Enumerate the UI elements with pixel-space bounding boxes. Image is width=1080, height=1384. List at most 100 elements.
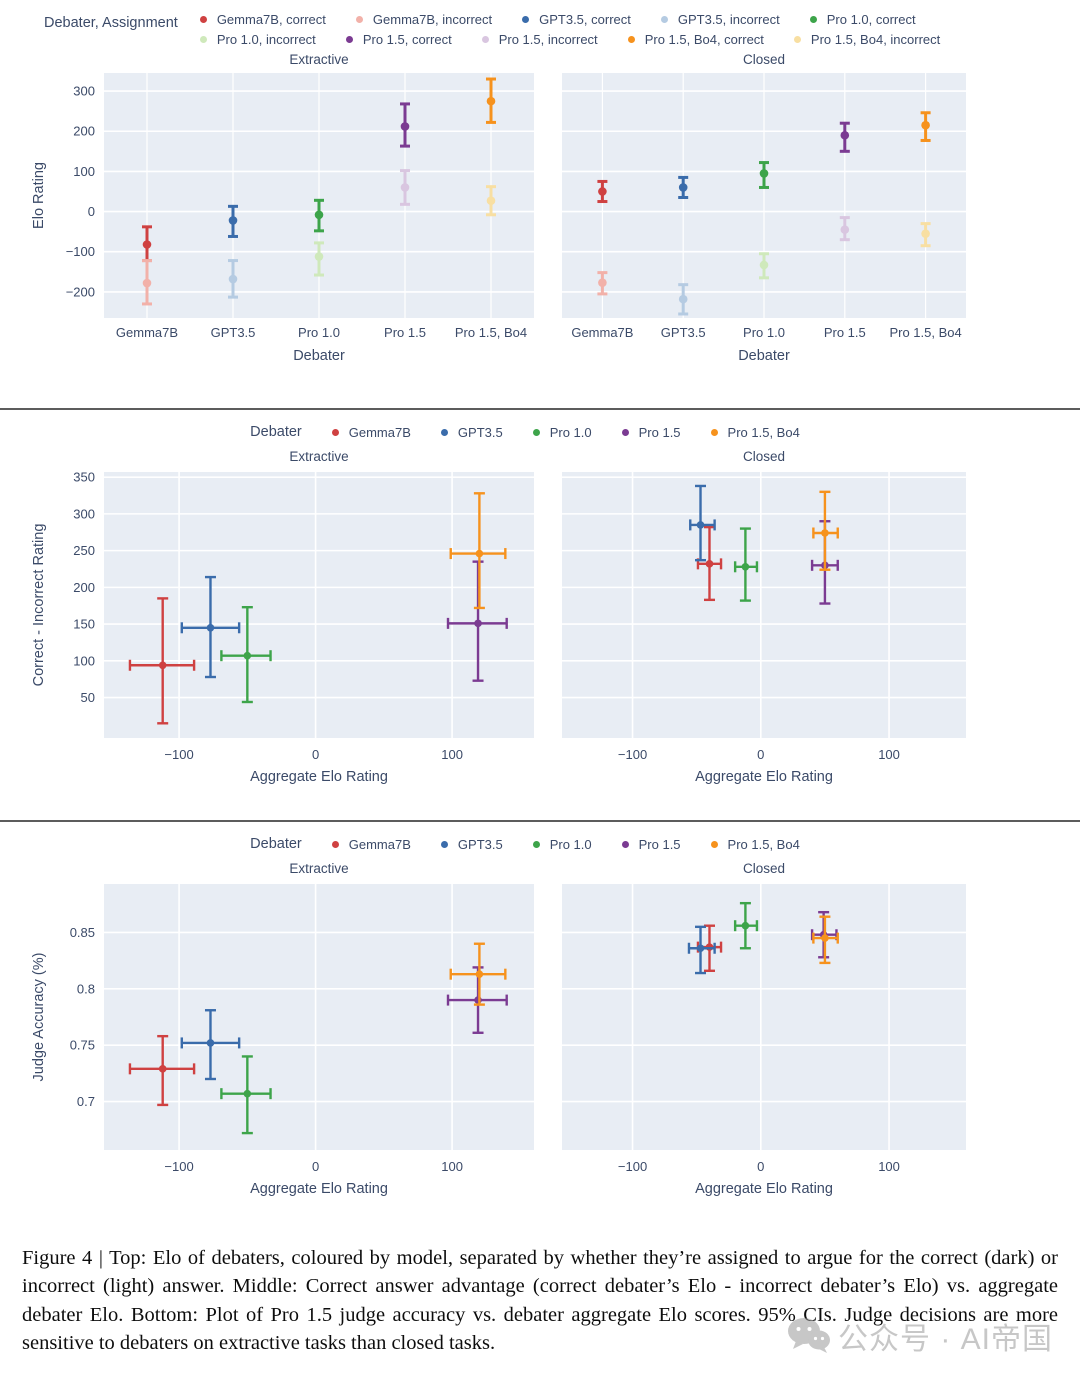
legend-marker-icon: [331, 428, 339, 436]
svg-text:0: 0: [757, 747, 764, 762]
legend-marker-icon: [440, 840, 448, 848]
legend-item: Gemma7B: [331, 424, 411, 440]
legend-marker-icon: [793, 36, 801, 43]
svg-text:Extractive: Extractive: [289, 449, 348, 464]
legend-item: GPT3.5: [440, 837, 503, 852]
legend-item-label: Pro 1.5: [638, 836, 681, 852]
svg-text:−100: −100: [618, 1159, 647, 1174]
legend-item-label: GPT3.5, incorrect: [677, 12, 780, 27]
legend-item: Pro 1.0: [532, 424, 592, 440]
svg-text:Closed: Closed: [743, 52, 785, 67]
svg-text:0.85: 0.85: [70, 925, 95, 940]
svg-text:−100: −100: [164, 747, 193, 762]
svg-text:Debater: Debater: [738, 348, 790, 363]
legend-marker-icon: [532, 840, 540, 848]
svg-text:0.7: 0.7: [77, 1094, 95, 1109]
legend-marker-icon: [355, 16, 363, 23]
legend-item-label: Gemma7B, incorrect: [372, 12, 493, 27]
legend-marker-icon: [199, 36, 207, 43]
svg-text:Correct - Incorrect Rating: Correct - Incorrect Rating: [31, 524, 47, 687]
legend-item: GPT3.5, correct: [522, 12, 631, 27]
legend-item: GPT3.5: [440, 424, 503, 440]
elo-closed-chart: Gemma7B GPT3.5 Pro 1.0 Pro 1.5 Pro 1.5, Bo4 C…: [562, 52, 966, 363]
svg-text:Aggregate Elo Rating: Aggregate Elo Rating: [250, 1181, 388, 1196]
svg-text:250: 250: [73, 543, 95, 558]
legend-item-label: Pro 1.0: [549, 424, 592, 440]
legend-top: Debater, Assignment Gemma7B, correct Gemm…: [0, 12, 1080, 47]
svg-text:0.75: 0.75: [70, 1038, 95, 1053]
legend-bottom: Debater Gemma7B GPT3.5 Pro 1.0 Pro 1.5 Pro 1…: [0, 836, 1080, 852]
correct-advantage-section: Debater Gemma7B GPT3.5 Pro 1.0 Pro 1.5 Pro 1…: [0, 410, 1080, 820]
svg-text:100: 100: [73, 653, 95, 668]
svg-text:Judge Accuracy (%): Judge Accuracy (%): [31, 953, 47, 1082]
legend-item: Pro 1.5, Bo4: [710, 837, 800, 852]
legend-item-label: Gemma7B, correct: [216, 12, 326, 27]
legend-marker-icon: [440, 428, 448, 436]
svg-text:100: 100: [878, 1159, 900, 1174]
svg-text:Pro 1.0: Pro 1.0: [743, 325, 785, 340]
legend-item-label: GPT3.5: [457, 424, 503, 440]
svg-text:50: 50: [81, 690, 95, 705]
svg-text:Pro 1.5, Bo4: Pro 1.5, Bo4: [889, 325, 961, 340]
legend-title: Debater: [250, 836, 302, 852]
legend-marker-icon: [621, 840, 629, 848]
svg-text:Elo Rating: Elo Rating: [31, 162, 47, 229]
svg-text:200: 200: [73, 124, 95, 139]
svg-text:−100: −100: [618, 747, 647, 762]
svg-text:0: 0: [757, 1159, 764, 1174]
legend-row-1: Gemma7B, correct Gemma7B, incorrect GPT3.5…: [199, 12, 970, 27]
legend-item: Gemma7B, correct: [199, 12, 326, 27]
legend-marker-icon: [532, 428, 540, 436]
svg-text:0: 0: [312, 1159, 319, 1174]
legend-item-label: Pro 1.5, Bo4, correct: [644, 32, 764, 47]
svg-text:GPT3.5: GPT3.5: [661, 325, 706, 340]
svg-text:Pro 1.5, Bo4: Pro 1.5, Bo4: [455, 325, 527, 340]
legend-item-label: Pro 1.0, incorrect: [216, 32, 316, 47]
svg-text:100: 100: [878, 747, 900, 762]
elo-rating-section: Debater, Assignment Gemma7B, correct Gemm…: [0, 0, 1080, 408]
legend-item-label: Gemma7B: [348, 424, 411, 440]
advantage-extractive-chart: 350 300 250 200 150 100 50 −100 0 100 Extractive Ag…: [31, 449, 534, 784]
legend-item: Pro 1.5: [621, 836, 681, 852]
svg-text:Pro 1.0: Pro 1.0: [298, 325, 340, 340]
accuracy-charts: 0.85 0.8 0.75 0.7 −100 0 100 Extractive Aggregat…: [0, 860, 1080, 1196]
legend-item: Pro 1.0, incorrect: [199, 32, 316, 47]
svg-text:Pro 1.5: Pro 1.5: [384, 325, 426, 340]
svg-text:350: 350: [73, 470, 95, 485]
svg-text:0: 0: [312, 747, 319, 762]
legend-marker-icon: [481, 36, 489, 43]
advantage-closed-chart: −100 0 100 Closed Aggregate Elo Rating: [562, 449, 966, 784]
svg-text:100: 100: [73, 164, 95, 179]
legend-marker-icon: [660, 16, 668, 23]
accuracy-closed-chart: −100 0 100 Closed Aggregate Elo Rating: [562, 861, 966, 1196]
svg-text:Aggregate Elo Rating: Aggregate Elo Rating: [695, 1181, 833, 1196]
legend-marker-icon: [809, 16, 817, 23]
legend-item: Pro 1.0: [532, 836, 592, 852]
svg-text:0: 0: [88, 204, 95, 219]
svg-text:100: 100: [441, 747, 463, 762]
section-divider-1: [0, 408, 1080, 410]
legend-title: Debater: [250, 424, 302, 440]
legend-item: Pro 1.0, correct: [809, 12, 916, 27]
section-divider-2: [0, 820, 1080, 822]
svg-text:Aggregate Elo Rating: Aggregate Elo Rating: [695, 769, 833, 784]
svg-text:Extractive: Extractive: [289, 52, 348, 67]
legend-item-label: Pro 1.5, Bo4, incorrect: [810, 32, 941, 47]
legend-item: GPT3.5, incorrect: [660, 12, 780, 27]
figure-caption: Figure 4 | Top: Elo of debaters, coloure…: [22, 1247, 1058, 1354]
legend-item: Pro 1.5, correct: [345, 32, 452, 47]
svg-text:Debater: Debater: [293, 348, 345, 363]
legend-item: Pro 1.5: [621, 425, 681, 440]
advantage-charts: 350 300 250 200 150 100 50 −100 0 100 Extractive Ag…: [0, 448, 1080, 784]
legend-marker-icon: [627, 36, 635, 43]
legend-item: Pro 1.5, incorrect: [481, 32, 598, 47]
svg-text:−100: −100: [164, 1159, 193, 1174]
svg-text:150: 150: [73, 617, 95, 632]
legend-marker-icon: [345, 36, 353, 43]
svg-text:Gemma7B: Gemma7B: [571, 325, 633, 340]
legend-item-label: Pro 1.0: [549, 836, 592, 852]
svg-text:Pro 1.5: Pro 1.5: [824, 325, 866, 340]
legend-item-label: Pro 1.5, correct: [362, 32, 452, 47]
legend-marker-icon: [522, 16, 530, 23]
legend-item-label: Pro 1.5, incorrect: [498, 32, 598, 47]
